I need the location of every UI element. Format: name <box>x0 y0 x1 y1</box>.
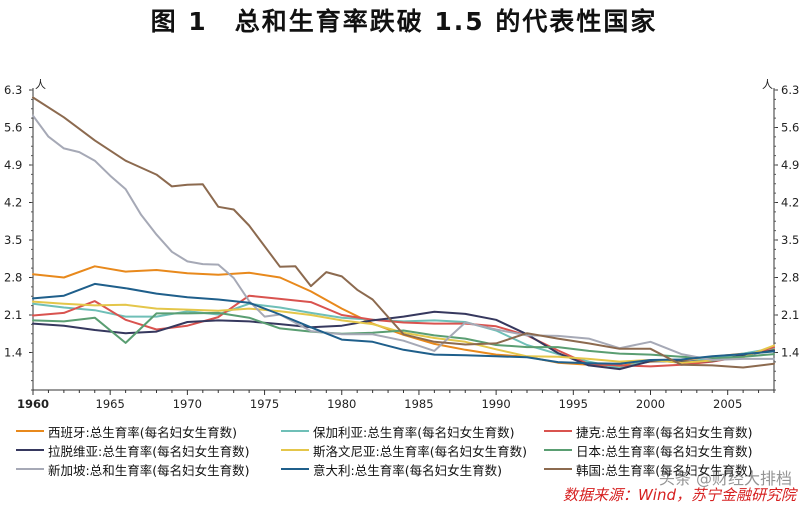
x-tick-label: 1990 <box>481 397 510 411</box>
series-line-9 <box>32 96 775 369</box>
y-tick-label-right: 4.9 <box>781 158 799 172</box>
series-line-8 <box>32 282 775 365</box>
legend-item: 意大利:总生育率(每名妇女生育数) <box>281 460 502 478</box>
y-tick-label-left: 3.5 <box>4 233 22 247</box>
chart-series-lines <box>32 96 775 371</box>
y-tick-label-left: 2.1 <box>4 308 22 322</box>
legend-item: 西班牙:总生育率(每名妇女生育数) <box>16 422 237 440</box>
y-tick-label-right: 6.3 <box>781 83 799 97</box>
x-tick-label: 2005 <box>713 397 742 411</box>
legend-item: 捷克:总生育率(每名妇女生育数) <box>544 422 752 440</box>
legend-swatch <box>544 429 572 433</box>
x-tick-label: 1965 <box>96 397 125 411</box>
legend-label: 西班牙:总生育率(每名妇女生育数) <box>48 424 237 440</box>
legend-item: 保加利亚:总生育率(每名妇女生育数) <box>281 422 514 440</box>
y-tick-label-left: 5.6 <box>4 121 22 135</box>
legend-label: 捷克:总生育率(每名妇女生育数) <box>576 424 753 440</box>
legend-swatch <box>16 448 44 452</box>
legend-swatch <box>281 448 309 452</box>
legend-label: 拉脱维亚:总生育率(每名妇女生育数) <box>48 443 250 459</box>
legend-label: 保加利亚:总生育率(每名妇女生育数) <box>313 424 515 440</box>
legend-item: 拉脱维亚:总生育率(每名妇女生育数) <box>16 441 249 459</box>
x-tick-label: 1985 <box>404 397 433 411</box>
legend-swatch <box>544 467 572 471</box>
series-line-3 <box>32 294 775 368</box>
y-tick-label-left: 2.8 <box>4 271 22 285</box>
x-tick-label: 2000 <box>636 397 665 411</box>
y-tick-label-right: 5.6 <box>781 121 799 135</box>
y-tick-label-right: 4.2 <box>781 196 799 210</box>
source-note: 数据来源：Wind，苏宁金融研究院 <box>562 486 796 504</box>
y-tick-label-left: 1.4 <box>4 346 22 360</box>
legend-label: 新加坡:总和生育率(每名妇女生育数) <box>48 462 250 478</box>
y-axis-unit-left: 人 <box>35 78 46 91</box>
legend-swatch <box>16 467 44 471</box>
series-line-6 <box>32 311 775 360</box>
y-axis-unit-right: 人 <box>762 78 773 91</box>
legend-swatch <box>544 448 572 452</box>
y-tick-label-right: 1.4 <box>781 346 799 360</box>
y-tick-label-right: 3.5 <box>781 233 799 247</box>
watermark-text: 头条 @财经大排档 <box>658 469 792 488</box>
legend-swatch <box>281 429 309 433</box>
legend-label: 日本:总生育率(每名妇女生育数) <box>576 443 753 459</box>
y-tick-label-left: 4.2 <box>4 196 22 210</box>
y-tick-label-left: 4.9 <box>4 158 22 172</box>
legend-swatch <box>281 467 309 471</box>
legend-label: 意大利:总生育率(每名妇女生育数) <box>313 462 502 478</box>
x-tick-label: 1960 <box>17 397 49 411</box>
y-tick-label-right: 2.1 <box>781 308 799 322</box>
legend-item: 新加坡:总和生育率(每名妇女生育数) <box>16 460 249 478</box>
legend-item: 日本:总生育率(每名妇女生育数) <box>544 441 752 459</box>
legend-item: 韩国:总生育率(每名妇女生育数) <box>544 460 752 478</box>
chart-title: 图 1 总和生育率跌破 1.5 的代表性国家 <box>150 7 658 36</box>
y-tick-label-left: 6.3 <box>4 83 22 97</box>
series-line-2 <box>32 302 775 369</box>
x-tick-label: 1995 <box>559 397 588 411</box>
legend-label: 斯洛文尼亚:总生育率(每名妇女生育数) <box>313 443 527 459</box>
x-tick-label: 1970 <box>173 397 202 411</box>
x-tick-label: 1980 <box>327 397 356 411</box>
legend-swatch <box>16 429 44 433</box>
chart-axes: 人 人 1.4 1.4 2.1 2.1 2.8 2.8 3.5 3.5 4.2 4.2 4.9 4.9 5.… <box>4 78 799 411</box>
x-tick-label: 1975 <box>250 397 279 411</box>
legend-item: 斯洛文尼亚:总生育率(每名妇女生育数) <box>281 441 527 459</box>
series-line-4 <box>32 310 775 371</box>
legend-label: 韩国:总生育率(每名妇女生育数) <box>576 462 753 478</box>
y-tick-label-right: 2.8 <box>781 271 799 285</box>
